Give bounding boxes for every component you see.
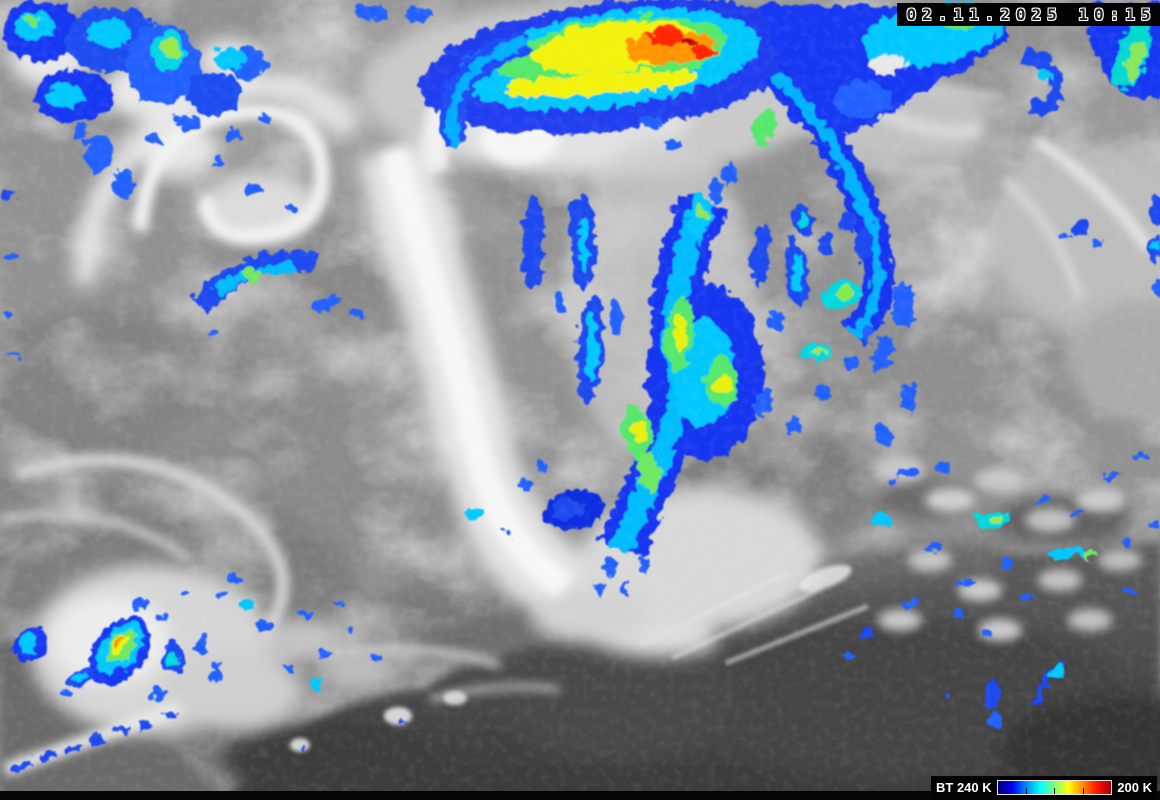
colorbar-gradient xyxy=(996,780,1113,795)
timestamp-bar: 02.11.2025 10:15 xyxy=(897,3,1160,26)
colorbar-legend: BT 240 K 200 K xyxy=(931,776,1157,799)
bottom-border-strip xyxy=(0,791,1160,800)
colorbar-tick xyxy=(1026,788,1028,794)
colorbar-tick xyxy=(1082,788,1084,794)
colorbar-tick xyxy=(1054,788,1056,794)
colorbar-label-right: 200 K xyxy=(1117,780,1152,795)
timestamp: 02.11.2025 10:15 xyxy=(906,5,1157,24)
colorbar-label-left: BT 240 K xyxy=(936,780,992,795)
